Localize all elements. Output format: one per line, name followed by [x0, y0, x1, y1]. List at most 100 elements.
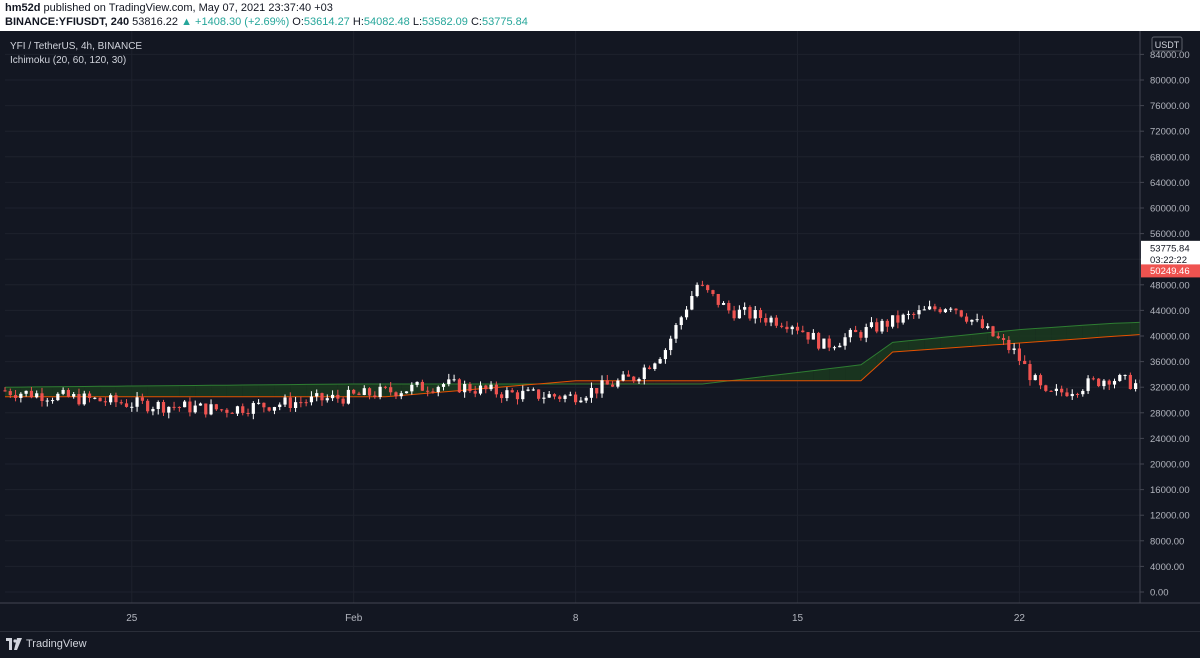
price-tick-label: 84000.00	[1150, 50, 1190, 61]
candle	[526, 387, 530, 392]
candle	[367, 387, 372, 400]
cloud-segment	[956, 334, 972, 348]
candle	[748, 305, 752, 321]
candle-body	[267, 407, 271, 411]
price-tick-label: 16000.00	[1150, 485, 1190, 496]
candle-body	[119, 402, 123, 404]
chart-panel[interactable]: USDT 84000.00 80000.00 76000.00 72000.00 6800…	[0, 31, 1200, 631]
candle	[404, 391, 409, 394]
cloud-segment	[686, 380, 703, 384]
cloud-segment	[385, 384, 402, 397]
candle	[1118, 373, 1122, 382]
candle	[357, 391, 361, 396]
candle	[880, 318, 884, 334]
candle	[943, 308, 948, 314]
price-tick-label: 36000.00	[1150, 357, 1190, 368]
candle	[647, 365, 652, 370]
candle-body	[8, 391, 12, 396]
candle-body	[975, 319, 979, 321]
candle	[785, 321, 789, 333]
candle	[167, 406, 171, 419]
candle-body	[204, 403, 208, 415]
tradingview-logo[interactable]: TradingView	[6, 638, 87, 650]
candle	[1023, 355, 1027, 365]
candle-body	[130, 406, 134, 408]
candle	[1102, 379, 1106, 390]
candle	[864, 323, 868, 343]
candle-body	[869, 322, 874, 328]
candle-body	[1070, 393, 1074, 397]
chart-svg[interactable]: USDT84000.0080000.0076000.0072000.006800…	[0, 31, 1200, 631]
candle	[684, 306, 689, 320]
candle-body	[151, 408, 155, 412]
cloud-segment	[84, 386, 101, 397]
candle-body	[848, 329, 852, 338]
candle-body	[1001, 338, 1006, 340]
candle	[309, 391, 314, 406]
candle-body	[727, 302, 731, 311]
candle-body	[811, 332, 815, 340]
candle-body	[336, 394, 340, 399]
candle-body	[563, 395, 567, 399]
low-value: 53582.09	[422, 16, 468, 28]
candle	[753, 306, 757, 324]
candle-body	[748, 307, 752, 319]
candle-body	[257, 402, 261, 404]
candle-body	[822, 338, 826, 349]
candle-body	[283, 397, 287, 405]
cloud-segment	[496, 384, 513, 388]
candle-body	[970, 319, 974, 322]
publish-header: hm52d published on TradingView.com, May …	[0, 0, 1200, 30]
candle	[61, 387, 65, 396]
candle-body	[637, 379, 641, 382]
candle-body	[605, 380, 609, 385]
candle-body	[1060, 388, 1064, 393]
candle	[103, 397, 107, 407]
candle	[568, 391, 572, 397]
candle	[669, 335, 673, 356]
candle	[595, 387, 599, 399]
candle-body	[790, 326, 794, 330]
candle-body	[896, 315, 900, 323]
candle	[378, 383, 382, 400]
candle	[161, 399, 166, 417]
candle-body	[531, 389, 535, 391]
candle-body	[320, 393, 324, 401]
candle-body	[478, 385, 483, 394]
candle	[869, 317, 874, 329]
candle-body	[1123, 374, 1127, 376]
candle	[632, 375, 636, 384]
candle-body	[1017, 348, 1021, 361]
candle	[912, 312, 916, 320]
candle	[917, 305, 921, 319]
candle-body	[1097, 378, 1101, 387]
candle-body	[891, 315, 895, 327]
candle-body	[706, 285, 710, 291]
candle-body	[45, 400, 49, 402]
candle-body	[352, 389, 356, 394]
price-tick-label: 28000.00	[1150, 408, 1190, 419]
pair-legend: YFI / TetherUS, 4h, BINANCE	[10, 41, 143, 52]
candle-body	[114, 395, 118, 403]
candle-body	[743, 307, 747, 310]
candle	[1107, 379, 1111, 391]
candle	[1049, 390, 1053, 392]
author-name[interactable]: hm52d	[5, 2, 41, 14]
cloud-segment	[322, 384, 338, 397]
candle	[109, 393, 113, 405]
indicator-legend[interactable]: Ichimoku (20, 60, 120, 30)	[10, 55, 127, 66]
candle-body	[875, 322, 879, 332]
candle	[626, 370, 631, 377]
candle-body	[272, 407, 277, 411]
candle	[304, 399, 308, 407]
candle-body	[167, 406, 171, 413]
candle-body	[452, 379, 456, 381]
candle	[24, 390, 28, 397]
candle	[552, 393, 557, 400]
candle-body	[552, 394, 557, 397]
candle-body	[542, 397, 546, 399]
candle	[1017, 343, 1021, 366]
candle-body	[621, 374, 625, 381]
candle-body	[589, 387, 594, 398]
candle	[484, 384, 488, 394]
